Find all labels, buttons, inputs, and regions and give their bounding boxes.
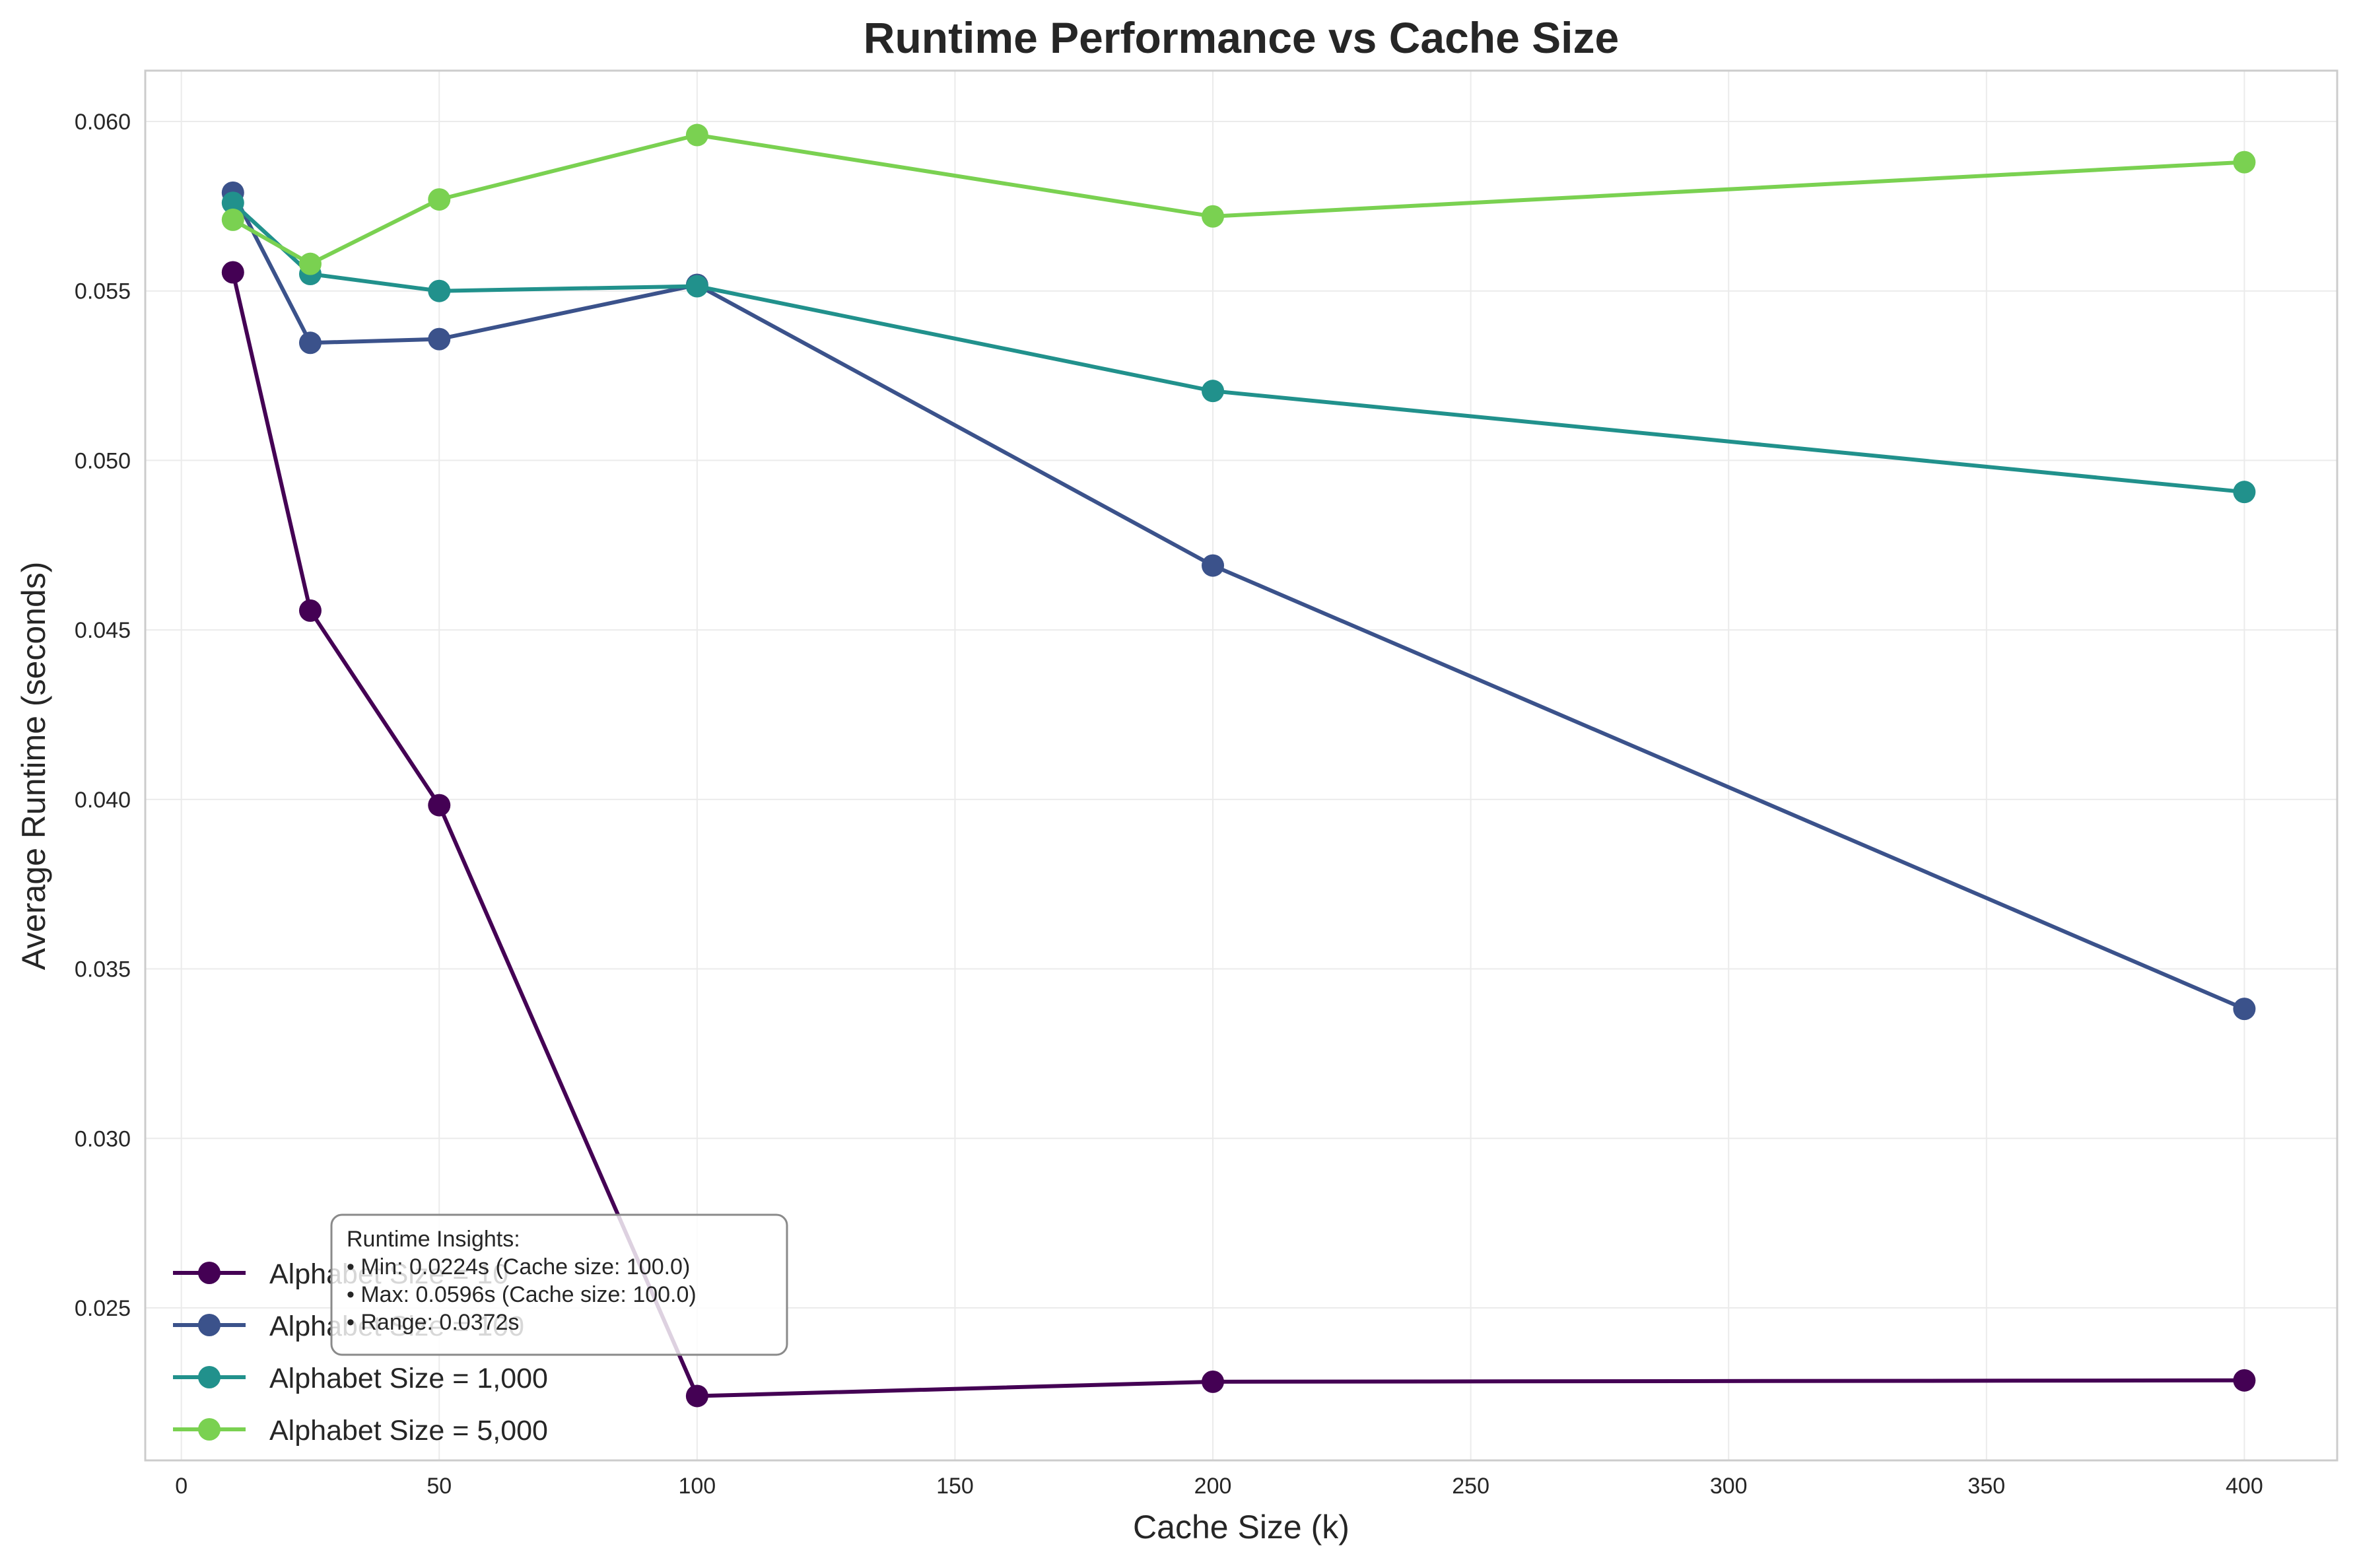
insight-line: • Min: 0.0224s (Cache size: 100.0): [347, 1254, 690, 1279]
data-point: [221, 191, 244, 215]
legend-entry: Alphabet Size = 1,000: [173, 1363, 548, 1394]
y-tick-label: 0.025: [75, 1296, 131, 1321]
data-point: [1202, 1370, 1225, 1393]
x-tick-label: 250: [1452, 1474, 1489, 1499]
runtime-insights-box: Runtime Insights:• Min: 0.0224s (Cache s…: [330, 1213, 788, 1356]
chart-title: Runtime Performance vs Cache Size: [864, 13, 1619, 62]
data-point: [221, 261, 244, 284]
series-line: [230, 190, 2247, 1011]
data-point: [2233, 481, 2256, 504]
data-point: [1202, 205, 1225, 228]
data-point: [2233, 1369, 2256, 1392]
legend-marker: [198, 1314, 221, 1336]
plot-area-frame: [144, 69, 2339, 1462]
series-4: [221, 123, 2256, 275]
data-point: [428, 327, 451, 351]
x-tick-label: 50: [427, 1474, 452, 1499]
data-point: [685, 123, 708, 147]
series-lines: [221, 123, 2256, 1408]
insights-box: [330, 1213, 788, 1356]
data-point: [2233, 998, 2256, 1021]
grid: [145, 71, 2337, 1460]
x-tick-label: 300: [1710, 1474, 1748, 1499]
data-point: [2233, 151, 2256, 174]
series-3: [221, 191, 2256, 504]
x-axis-label: Cache Size (k): [1133, 1509, 1349, 1546]
insight-line: Runtime Insights:: [347, 1227, 520, 1252]
x-tick-label: 400: [2226, 1474, 2263, 1499]
y-tick-label: 0.045: [75, 618, 131, 643]
x-tick-label: 100: [678, 1474, 716, 1499]
legend-entry: Alphabet Size = 5,000: [173, 1415, 548, 1447]
data-point: [428, 279, 451, 302]
series-line: [230, 201, 2247, 494]
data-point: [1202, 554, 1225, 577]
series-1: [221, 261, 2256, 1408]
y-tick-label: 0.055: [75, 279, 131, 304]
y-tick-label: 0.040: [75, 788, 131, 813]
data-point: [298, 252, 322, 275]
legend-label: Alphabet Size = 5,000: [269, 1415, 548, 1447]
data-point: [428, 794, 451, 817]
data-point: [298, 331, 322, 355]
legend-label: Alphabet Size = 1,000: [269, 1363, 548, 1394]
data-point: [1202, 380, 1225, 403]
x-tick-label: 0: [175, 1474, 188, 1499]
x-tick-label: 150: [936, 1474, 974, 1499]
x-tick-label: 200: [1194, 1474, 1232, 1499]
y-tick-label: 0.030: [75, 1126, 131, 1151]
data-point: [685, 1384, 708, 1408]
series-line: [230, 270, 2247, 1398]
y-tick-label: 0.050: [75, 448, 131, 473]
legend-marker: [198, 1418, 221, 1441]
legend-marker: [198, 1366, 221, 1388]
data-point: [221, 208, 244, 231]
data-point: [685, 275, 708, 298]
axis-ticks: 0 50 100 150 200 250 300 350 400 0.025 0.030 0.035 0…: [75, 110, 2263, 1499]
legend-marker: [198, 1262, 221, 1284]
y-axis-label: Average Runtime (seconds): [15, 562, 52, 971]
data-point: [298, 599, 322, 622]
x-tick-label: 350: [1967, 1474, 2005, 1499]
y-tick-label: 0.035: [75, 957, 131, 982]
insight-line: • Range: 0.0372s: [347, 1310, 519, 1335]
series-line: [230, 133, 2247, 266]
data-point: [428, 188, 451, 211]
insight-line: • Max: 0.0596s (Cache size: 100.0): [347, 1282, 697, 1307]
y-tick-label: 0.060: [75, 110, 131, 135]
